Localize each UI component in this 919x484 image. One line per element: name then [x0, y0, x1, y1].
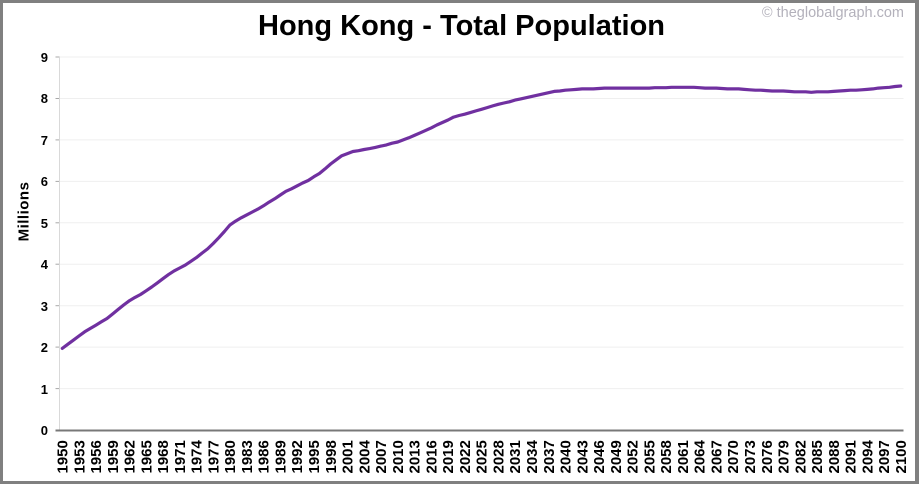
svg-text:1980: 1980: [222, 440, 239, 473]
svg-text:1953: 1953: [71, 440, 88, 473]
svg-text:2097: 2097: [876, 440, 893, 473]
svg-text:2031: 2031: [507, 440, 524, 473]
svg-text:1989: 1989: [273, 440, 290, 473]
svg-text:1965: 1965: [138, 440, 155, 473]
svg-text:1986: 1986: [256, 440, 273, 473]
svg-text:1962: 1962: [122, 440, 139, 473]
svg-text:2076: 2076: [759, 440, 776, 473]
svg-text:2001: 2001: [340, 440, 357, 473]
svg-text:2073: 2073: [742, 440, 759, 473]
svg-text:2064: 2064: [692, 439, 709, 473]
svg-text:2019: 2019: [440, 440, 457, 473]
svg-text:2028: 2028: [491, 440, 508, 473]
svg-text:2046: 2046: [591, 440, 608, 473]
svg-text:1995: 1995: [306, 440, 323, 473]
svg-text:2004: 2004: [356, 439, 373, 473]
svg-text:2082: 2082: [792, 440, 809, 473]
svg-text:2007: 2007: [373, 440, 390, 473]
svg-text:2100: 2100: [893, 440, 910, 473]
svg-text:2067: 2067: [709, 440, 726, 473]
svg-text:1983: 1983: [239, 440, 256, 473]
svg-text:2025: 2025: [474, 440, 491, 473]
svg-text:2070: 2070: [725, 440, 742, 473]
svg-text:2052: 2052: [625, 440, 642, 473]
svg-text:2094: 2094: [859, 439, 876, 473]
svg-text:2013: 2013: [407, 440, 424, 473]
svg-text:1968: 1968: [155, 440, 172, 473]
svg-text:1977: 1977: [205, 440, 222, 473]
svg-text:1950: 1950: [55, 440, 72, 473]
svg-text:2049: 2049: [608, 440, 625, 473]
svg-text:2085: 2085: [809, 440, 826, 473]
svg-text:2055: 2055: [641, 440, 658, 473]
svg-text:2058: 2058: [658, 440, 675, 473]
svg-text:2061: 2061: [675, 440, 692, 473]
svg-text:1959: 1959: [105, 440, 122, 473]
svg-text:2010: 2010: [390, 440, 407, 473]
svg-text:2034: 2034: [524, 439, 541, 473]
svg-text:2088: 2088: [826, 440, 843, 473]
svg-text:2091: 2091: [843, 440, 860, 473]
svg-text:1998: 1998: [323, 440, 340, 473]
svg-text:2043: 2043: [574, 440, 591, 473]
svg-text:1956: 1956: [88, 440, 105, 473]
svg-text:2040: 2040: [558, 440, 575, 473]
svg-text:1974: 1974: [189, 439, 206, 473]
svg-text:2079: 2079: [776, 440, 793, 473]
svg-text:2022: 2022: [457, 440, 474, 473]
svg-text:1992: 1992: [289, 440, 306, 473]
svg-text:2037: 2037: [541, 440, 558, 473]
svg-text:1971: 1971: [172, 440, 189, 473]
svg-text:2016: 2016: [423, 440, 440, 473]
